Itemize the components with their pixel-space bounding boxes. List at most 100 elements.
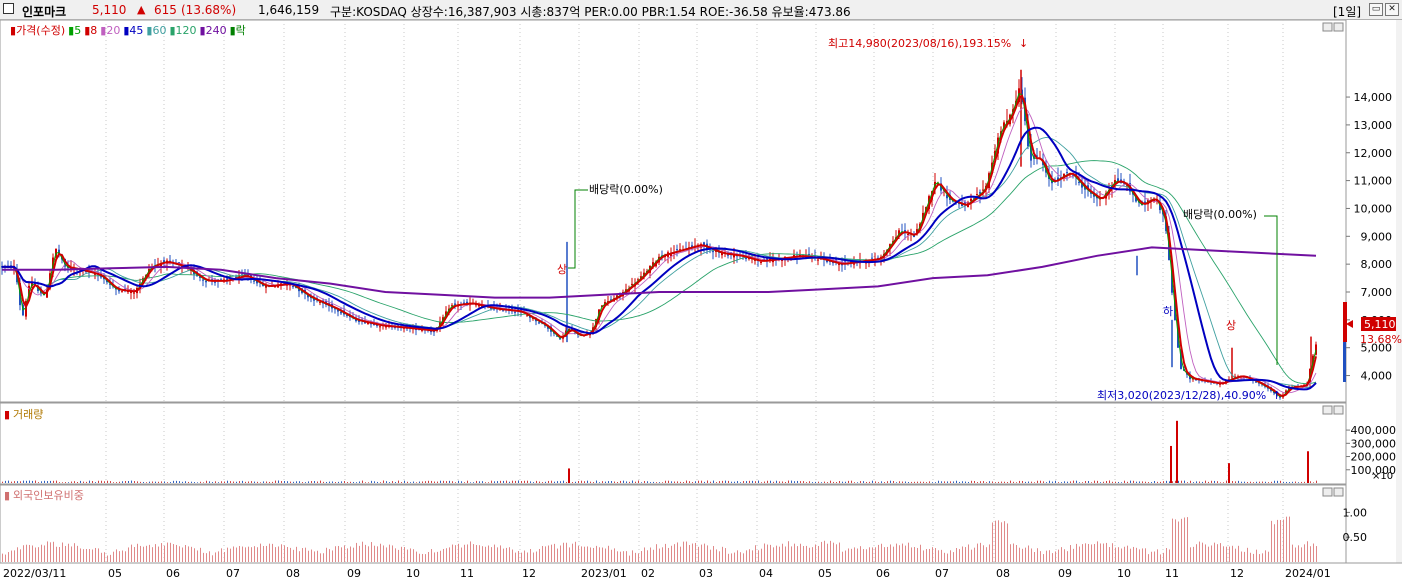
volume-tick-label: 400,000 — [1351, 424, 1397, 437]
legend-item: ▮8 — [84, 24, 97, 37]
foreign-ratio-bar — [314, 551, 315, 562]
foreign-ratio-bar — [491, 547, 492, 562]
foreign-ratio-bar — [602, 547, 603, 562]
volume-bar — [290, 481, 291, 483]
volume-bar — [353, 481, 354, 483]
foreign-ratio-bar — [509, 547, 510, 562]
volume-bar — [1127, 481, 1128, 483]
volume-bar — [152, 481, 153, 483]
foreign-ratio-bar — [197, 550, 198, 562]
foreign-ratio-bar — [719, 551, 720, 562]
volume-bar — [1151, 482, 1152, 483]
volume-bar — [608, 481, 609, 483]
foreign-ratio-bar — [1148, 554, 1149, 562]
volume-bar — [173, 480, 174, 483]
volume-bar — [35, 480, 36, 483]
volume-bar — [1121, 482, 1122, 483]
foreign-ratio-bar — [860, 546, 861, 562]
volume-bar — [530, 481, 531, 483]
foreign-ratio-bar — [950, 550, 951, 562]
legend-item: ▮락 — [230, 24, 246, 37]
foreign-ratio-bar — [578, 545, 579, 562]
foreign-minimize-button[interactable] — [1322, 487, 1333, 497]
foreign-ratio-bar — [572, 543, 573, 562]
volume-close-button[interactable] — [1333, 405, 1344, 415]
volume-bar — [1037, 480, 1038, 483]
volume-bar — [881, 481, 882, 483]
volume-bar — [851, 480, 852, 483]
foreign-ratio-bar — [992, 522, 993, 562]
volume-bar — [248, 481, 249, 483]
volume-bar — [326, 481, 327, 483]
foreign-ratio-bar — [1070, 545, 1071, 562]
volume-bar — [989, 481, 990, 483]
restore-button[interactable]: ▭ — [1369, 3, 1383, 16]
volume-bar — [437, 481, 438, 483]
volume-bar — [980, 481, 981, 483]
volume-bar — [1043, 481, 1044, 483]
volume-bar — [401, 482, 402, 483]
volume-bar — [818, 481, 819, 483]
foreign-ratio-bar — [926, 549, 927, 562]
volume-minimize-button[interactable] — [1322, 405, 1333, 415]
volume-bar — [338, 481, 339, 483]
foreign-close-button[interactable] — [1333, 487, 1344, 497]
foreign-ratio-bar — [92, 549, 93, 562]
current-price-arrow-icon — [1346, 320, 1353, 328]
foreign-ratio-bar — [1007, 523, 1008, 562]
foreign-ratio-bar — [20, 549, 21, 562]
volume-bar — [1241, 481, 1242, 483]
volume-bar — [383, 480, 384, 483]
volume-bar — [770, 480, 771, 483]
select-checkbox[interactable] — [3, 3, 14, 14]
foreign-ratio-bar — [839, 542, 840, 562]
foreign-ratio-bar — [1067, 551, 1068, 562]
foreign-ratio-bar — [419, 553, 420, 562]
volume-bar — [464, 482, 465, 483]
foreign-tick-label: 0.50 — [1343, 531, 1368, 544]
volume-bar — [1301, 481, 1302, 483]
volume-bar — [467, 480, 468, 483]
legend-item: ▮120 — [169, 24, 196, 37]
volume-bar — [47, 481, 48, 483]
right-scrollbar[interactable] — [1396, 20, 1402, 563]
volume-bar — [1310, 481, 1311, 483]
volume-bar — [1172, 481, 1173, 483]
volume-bar — [740, 482, 741, 483]
foreign-ratio-bar — [998, 520, 999, 562]
foreign-ratio-bar — [611, 549, 612, 562]
foreign-ratio-bar — [1304, 544, 1305, 562]
period-selector[interactable]: [1일] — [1333, 5, 1362, 19]
volume-bar — [344, 481, 345, 483]
volume-bar — [392, 481, 393, 483]
foreign-ratio-bar — [1034, 552, 1035, 562]
volume-bar — [488, 482, 489, 483]
volume-bar — [545, 481, 546, 483]
close-button[interactable]: ✕ — [1385, 3, 1399, 16]
current-price: 5,110 — [92, 3, 127, 17]
volume-bar — [260, 482, 261, 483]
foreign-ratio-bar — [296, 546, 297, 562]
foreign-ratio-bar — [773, 547, 774, 562]
x-tick-label: 2022/03/11 — [3, 567, 66, 580]
foreign-ratio-bar — [947, 553, 948, 562]
foreign-ratio-bar — [464, 544, 465, 562]
foreign-ratio-bar — [689, 545, 690, 562]
volume-bar — [635, 481, 636, 483]
foreign-ratio-bar — [746, 550, 747, 562]
foreign-ratio-bar — [944, 552, 945, 562]
volume-bar — [209, 481, 210, 483]
foreign-ratio-bar — [1238, 545, 1239, 562]
x-tick-label: 02 — [641, 567, 655, 580]
x-tick-label: 07 — [226, 567, 240, 580]
candle-body — [127, 291, 129, 293]
foreign-ratio-bar — [1028, 545, 1029, 562]
volume-bar — [422, 481, 423, 483]
price-minimize-button[interactable] — [1322, 22, 1333, 32]
foreign-ratio-bar — [968, 544, 969, 562]
price-close-button[interactable] — [1333, 22, 1344, 32]
foreign-ratio-bar — [1064, 549, 1065, 562]
legend-item: ▮60 — [146, 24, 166, 37]
foreign-ratio-bar — [170, 542, 171, 562]
volume-bar — [887, 481, 888, 483]
